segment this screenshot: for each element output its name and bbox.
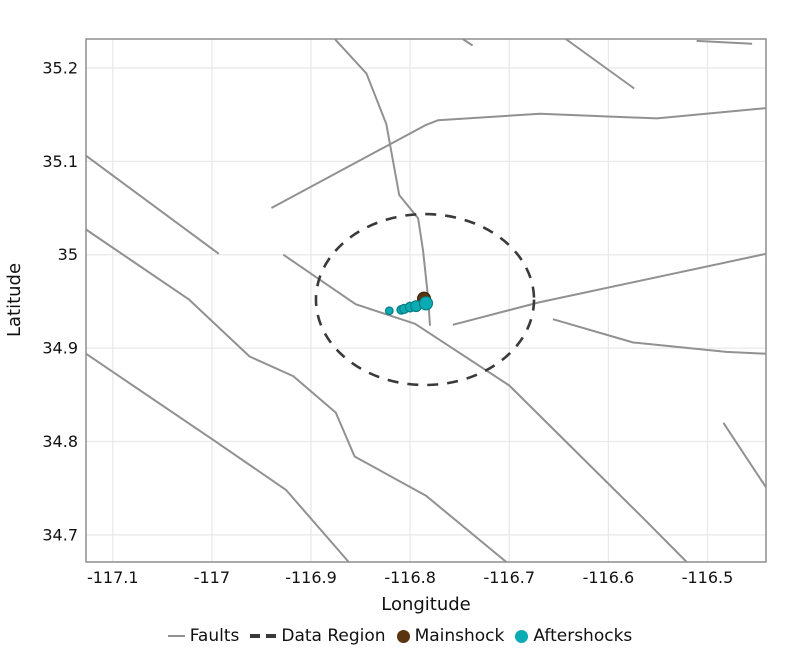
legend-item-mainshock: Mainshock	[396, 626, 505, 646]
panel-outline	[85, 38, 767, 563]
x-tick-label: -116.6	[583, 568, 635, 587]
x-tick-label: -117	[194, 568, 230, 587]
fault-line	[696, 39, 753, 45]
y-tick-label: 35.1	[42, 152, 78, 171]
faults-line-sample	[167, 634, 185, 638]
legend-item-aftershocks: Aftershocks	[515, 626, 632, 646]
data-region-ellipse	[314, 212, 536, 387]
x-tick-label: -116.7	[483, 568, 535, 587]
mainshock-dot-sample	[396, 629, 410, 643]
data-region-outline	[314, 212, 536, 387]
dash-segment	[250, 634, 261, 638]
legend-label: Aftershocks	[533, 626, 633, 646]
faults-group	[85, 38, 767, 563]
fault-line	[452, 252, 767, 326]
fault-line	[334, 38, 431, 326]
y-tick-label: 34.7	[42, 525, 78, 544]
fault-line	[85, 352, 350, 563]
gridlines	[86, 39, 766, 562]
y-tick-label: 35.2	[42, 58, 78, 77]
y-tick-label: 34.9	[42, 339, 78, 358]
legend-label: Mainshock	[414, 626, 505, 646]
aftershock-point	[418, 296, 434, 311]
fault-line	[85, 228, 507, 563]
fault-line	[282, 253, 688, 563]
panel-border	[85, 38, 767, 563]
aftershock-markers	[384, 296, 434, 316]
fault-line	[565, 38, 635, 90]
y-tick-label: 34.8	[42, 432, 78, 451]
x-tick-label: -116.5	[682, 568, 734, 587]
fault-line	[85, 154, 220, 255]
y-axis-title: Latitude	[4, 263, 25, 337]
x-tick-labels: -117.1 -117 -116.9 -116.8 -116.7 -116.6 -116.5	[87, 568, 733, 587]
data-region-dash-sample	[250, 634, 277, 638]
x-tick-label: -117.1	[87, 568, 139, 587]
fault-line	[270, 107, 767, 209]
x-axis-title: Longitude	[381, 594, 471, 615]
fault-line	[722, 422, 767, 488]
legend-label: Data Region	[281, 626, 386, 646]
dash-segment	[266, 634, 277, 638]
y-tick-label: 35	[58, 245, 78, 264]
y-tick-labels: 35.2 35.1 35 34.9 34.8 34.7	[42, 58, 78, 544]
fault-line	[462, 38, 474, 47]
fault-line	[552, 318, 767, 355]
aftershocks-dot-sample	[515, 629, 529, 643]
legend: Faults Data Region Mainshock Aftershocks	[0, 621, 800, 651]
x-tick-label: -116.8	[384, 568, 436, 587]
x-tick-label: -116.9	[285, 568, 337, 587]
legend-item-faults: Faults	[167, 626, 240, 646]
legend-item-data-region: Data Region	[250, 626, 386, 646]
aftershock-point	[384, 306, 394, 316]
legend-label: Faults	[189, 626, 240, 646]
